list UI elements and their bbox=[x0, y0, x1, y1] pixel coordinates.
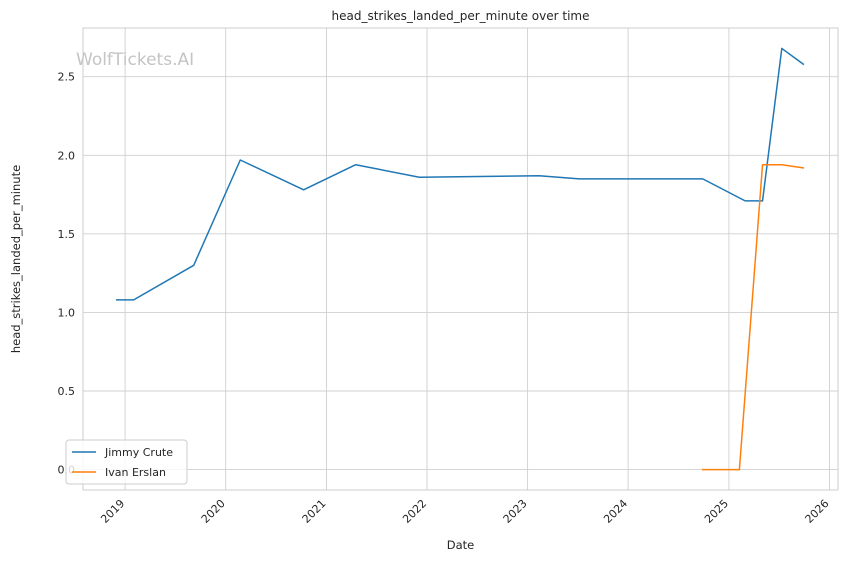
y-axis-label: head_strikes_landed_per_minute bbox=[9, 165, 23, 353]
x-tick-label: 2021 bbox=[300, 497, 329, 526]
plot-background bbox=[83, 28, 838, 490]
watermark: WolfTickets.AI bbox=[76, 50, 194, 70]
x-tick-label: 2022 bbox=[400, 497, 429, 526]
legend-label-1: Ivan Erslan bbox=[105, 466, 166, 479]
x-tick-label: 2024 bbox=[601, 497, 630, 526]
x-tick-label: 2020 bbox=[199, 497, 228, 526]
y-tick-label: 1.5 bbox=[58, 228, 76, 241]
x-tick-label: 2026 bbox=[803, 497, 832, 526]
x-axis-label: Date bbox=[447, 538, 475, 552]
legend: Jimmy Crute Ivan Erslan bbox=[65, 439, 188, 485]
y-tick-label: 1.0 bbox=[58, 306, 76, 319]
series-layer bbox=[115, 47, 805, 471]
chart-title: head_strikes_landed_per_minute over time bbox=[331, 9, 589, 23]
y-tick-label: 0.5 bbox=[58, 385, 76, 398]
x-tick-label: 2023 bbox=[501, 497, 530, 526]
grid bbox=[83, 28, 838, 490]
y-tick-label: 2.0 bbox=[58, 149, 76, 162]
legend-label-0: Jimmy Crute bbox=[104, 446, 173, 459]
legend-box bbox=[65, 439, 188, 485]
x-tick-label: 2019 bbox=[98, 497, 127, 526]
y-axis-ticks: 0.00.51.01.52.02.5 bbox=[58, 71, 76, 477]
series-line-1 bbox=[702, 163, 805, 471]
plot-frame bbox=[82, 27, 839, 491]
x-tick-label: 2025 bbox=[702, 497, 731, 526]
y-tick-label: 2.5 bbox=[58, 71, 76, 84]
x-axis-ticks: 2019 2020 2021 2022 2023 2024 2025 2026 bbox=[98, 497, 831, 526]
